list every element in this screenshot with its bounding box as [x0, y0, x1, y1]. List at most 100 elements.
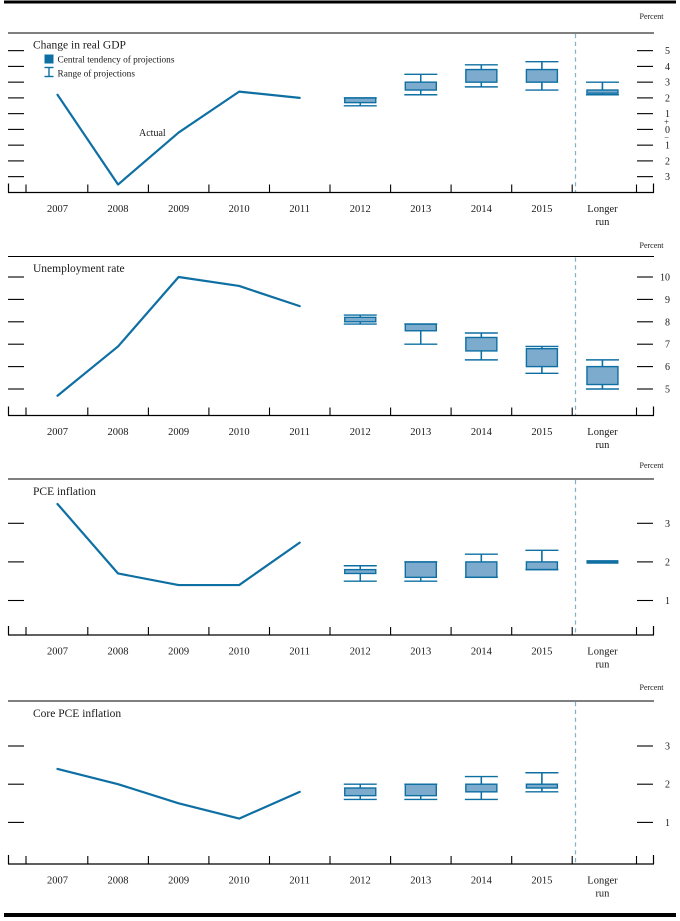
y-tick-label: 2 — [665, 557, 670, 568]
top-rule — [4, 0, 676, 4]
x-year-label: run — [595, 889, 610, 900]
central-tendency-box — [525, 783, 559, 789]
actual-line — [56, 767, 301, 820]
y-axis-unit-label: Percent — [640, 683, 665, 692]
x-year-label: 2015 — [531, 876, 552, 887]
central-tendency-box — [344, 97, 377, 104]
x-year-label: 2010 — [229, 204, 250, 215]
x-year-label: 2009 — [168, 427, 189, 438]
x-year-label: 2007 — [47, 876, 68, 887]
y-tick-label: 2 — [665, 93, 670, 104]
central-tendency-box — [525, 561, 559, 571]
y-axis-unit-label: Percent — [640, 241, 665, 250]
x-year-label: 2013 — [410, 647, 431, 658]
x-year-label: 2014 — [471, 876, 493, 887]
central-tendency-box — [586, 365, 619, 386]
x-year-label: Longer — [587, 647, 618, 658]
x-year-label: 2008 — [108, 204, 129, 215]
y-tick-label: 1 — [665, 818, 670, 829]
x-year-label: 2009 — [168, 204, 189, 215]
x-year-label: 2009 — [168, 647, 189, 658]
y-tick-label: 3 — [665, 78, 670, 89]
central-tendency-box — [465, 68, 498, 83]
central-tendency-box — [344, 787, 377, 797]
x-year-label: 2014 — [471, 647, 493, 658]
x-year-label: 2011 — [289, 204, 310, 215]
actual-line — [56, 90, 301, 186]
y-tick-label: 4 — [665, 62, 670, 73]
x-year-label: 2012 — [350, 647, 371, 658]
y-tick-label: 7 — [665, 340, 670, 351]
y-tick-label: 8 — [665, 317, 670, 328]
central-tendency-box — [404, 323, 437, 332]
x-year-label: 2015 — [531, 204, 552, 215]
x-year-label: 2007 — [47, 427, 68, 438]
y-axis-sign-marker: − — [664, 132, 669, 142]
y-tick-label: 2 — [665, 780, 670, 791]
y-axis-sign-marker: + — [664, 116, 669, 126]
x-year-label: 2009 — [168, 876, 189, 887]
x-year-label: 2010 — [229, 876, 250, 887]
x-year-label: 2013 — [410, 204, 431, 215]
y-tick-label: 3 — [665, 742, 670, 753]
x-year-label: Longer — [587, 876, 618, 887]
x-year-label: Longer — [587, 427, 618, 438]
y-tick-label: 5 — [665, 385, 670, 396]
y-tick-label: 2 — [665, 156, 670, 167]
x-year-label: 2008 — [108, 427, 129, 438]
y-axis-unit-label: Percent — [640, 12, 665, 21]
x-year-label: 2012 — [350, 427, 371, 438]
panel-title: Unemployment rate — [33, 263, 125, 275]
central-tendency-box — [404, 81, 437, 91]
panel-title: Core PCE inflation — [33, 708, 121, 720]
x-year-label: 2014 — [471, 427, 493, 438]
central-tendency-box — [465, 561, 498, 579]
x-year-label: 2013 — [410, 427, 431, 438]
central-tendency-box — [586, 89, 619, 94]
x-year-label: Longer — [587, 204, 618, 215]
actual-line — [56, 502, 301, 587]
y-tick-label: 6 — [665, 362, 670, 373]
y-tick-label: 0 — [665, 125, 670, 136]
x-year-label: 2011 — [289, 876, 310, 887]
y-tick-label: 1 — [665, 109, 670, 120]
y-tick-label: 5 — [665, 46, 670, 57]
central-tendency-box — [465, 783, 498, 793]
x-year-label: 2008 — [108, 647, 129, 658]
x-year-label: 2011 — [289, 647, 310, 658]
x-year-label: run — [595, 440, 610, 451]
x-year-label: 2015 — [531, 647, 552, 658]
bottom-rule — [4, 913, 676, 917]
central-tendency-box — [344, 568, 377, 575]
x-year-label: 2011 — [289, 427, 310, 438]
y-tick-label: 1 — [665, 141, 670, 152]
x-year-label: 2010 — [229, 647, 250, 658]
central-tendency-box — [404, 783, 437, 797]
central-tendency-box — [465, 336, 498, 352]
central-tendency-box — [344, 316, 377, 323]
y-tick-label: 3 — [665, 519, 670, 530]
range-legend-label: Range of projections — [58, 69, 136, 80]
actual-line — [56, 275, 301, 397]
actual-line-label: Actual — [139, 128, 166, 139]
y-tick-label: 9 — [665, 295, 670, 306]
panel-title: Change in real GDP — [33, 40, 126, 52]
central-tendency-box — [525, 68, 559, 83]
x-year-label: 2007 — [47, 647, 68, 658]
x-year-label: 2010 — [229, 427, 250, 438]
panel-title: PCE inflation — [33, 486, 96, 498]
central-tendency-box — [525, 347, 559, 368]
y-tick-label: 3 — [665, 172, 670, 183]
x-year-label: 2012 — [350, 204, 371, 215]
x-year-label: 2014 — [471, 204, 493, 215]
central-tendency-legend-label: Central tendency of projections — [58, 55, 175, 66]
x-year-label: run — [595, 217, 610, 228]
central-tendency-legend-swatch — [44, 54, 54, 64]
x-year-label: 2007 — [47, 204, 68, 215]
x-year-label: 2012 — [350, 876, 371, 887]
central-tendency-box — [404, 561, 437, 579]
x-year-label: run — [595, 660, 610, 671]
x-year-label: 2008 — [108, 876, 129, 887]
